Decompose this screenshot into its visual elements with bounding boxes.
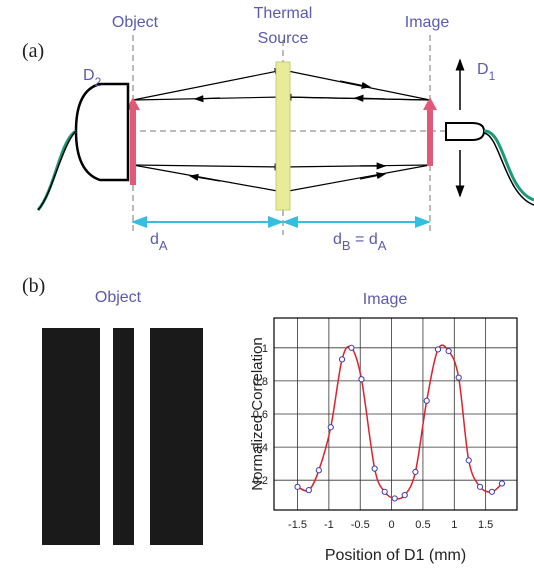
data-point [465,457,472,464]
d: d [333,231,342,248]
d2-sub: 2 [95,75,102,89]
data-point [498,480,506,487]
data-point [434,346,442,353]
object-label: Object [112,14,159,31]
source-label: Source [258,30,309,47]
x-tick-label: 0.5 [415,519,430,531]
data-point [338,356,346,363]
panel-label: (a) [22,40,44,62]
data-point [423,397,430,404]
detector-d1 [445,122,486,141]
x-tick-label: 1.5 [478,519,493,531]
data-point [327,424,334,431]
x-tick-label: 0 [389,519,395,531]
data-point [305,487,312,494]
object-title: Object [95,289,142,306]
data-point [371,465,378,472]
data-point [391,495,398,502]
d1-sub: 1 [489,69,496,83]
d2-label: D2 [83,67,102,89]
data-point [445,348,452,355]
d2: D [83,67,95,84]
data-point [476,483,484,490]
y-tick-label: 0.6 [253,409,268,421]
data-point [294,483,301,490]
panel-label: (b) [22,275,45,297]
d: = d [351,231,378,248]
object-arrow [126,97,140,185]
x-axis-label: Position of D1 (mm) [325,547,466,564]
data-point [381,488,388,495]
curve [297,344,503,500]
distance-a: dA [150,231,168,253]
slit-bar [150,328,203,545]
panel-b: (b) Object Image [22,275,407,545]
plot: 0.2 0.4 0.6 0.8 1 -1.5 -1 -0.5 0 0.5 1 1.5 Position … [249,317,518,564]
sub: B [342,238,351,253]
data-point [348,344,355,351]
data-point [412,468,419,476]
cable [483,129,534,202]
d: d [150,231,159,248]
image-title: Image [363,291,408,308]
x-tick-label: -1 [324,519,334,531]
y-tick-label: 0.8 [253,376,268,388]
x-tick-label: 1 [451,519,457,531]
slit-bar [42,328,100,545]
y-tick-label: 1 [262,343,268,355]
data-point [455,374,462,381]
data-point [401,492,408,499]
plot-frame [273,317,518,511]
sub: A [159,238,168,253]
data-point [488,488,496,495]
slit-bar [113,328,134,545]
distance-b: dB = dA [333,231,387,253]
thermal-source [275,61,291,211]
source-label: Thermal [254,5,313,22]
image-label: Image [405,14,450,31]
d1-label: D1 [477,61,496,83]
image-arrow [423,97,437,166]
data-point [358,376,365,383]
data-point [315,467,322,474]
x-tick-label: -1.5 [288,519,307,531]
cable [483,132,534,206]
y-tick-label: 0.4 [253,442,268,454]
detector-d2 [74,82,130,182]
rays [132,68,431,193]
y-tick-label: 0.2 [253,475,268,487]
cable [37,130,77,211]
d1: D [477,61,489,78]
panel-a: (a) Object Thermal Source Image [22,5,534,253]
sub: A [378,238,387,253]
y-axis-label: Normalized Correlation [249,337,266,490]
x-tick-label: -0.5 [351,519,370,531]
